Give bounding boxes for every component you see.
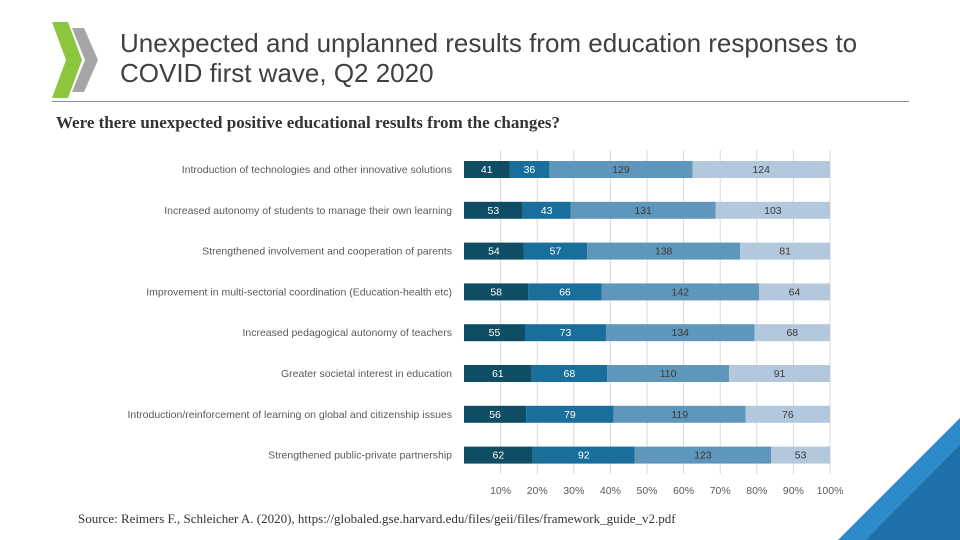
x-tick-label: 100% <box>817 485 844 497</box>
x-tick-label: 10% <box>490 485 511 497</box>
bar-segment <box>528 283 602 301</box>
data-label: 61 <box>492 368 504 380</box>
bar-segment <box>509 161 550 178</box>
bar-segment <box>464 201 523 219</box>
bar-segment <box>729 365 830 382</box>
title-divider <box>52 101 909 102</box>
bar-segment <box>464 161 510 178</box>
data-label: 57 <box>550 246 562 258</box>
data-label: 36 <box>524 164 536 176</box>
logo-chevron-green <box>52 22 82 98</box>
category-label: Improvement in multi-sectorial coordinat… <box>146 286 452 298</box>
bar-segment <box>464 242 524 260</box>
category-label: Greater societal interest in education <box>281 368 452 380</box>
category-label: Increased autonomy of students to manage… <box>164 205 452 217</box>
data-label: 68 <box>786 327 798 339</box>
bar-segment <box>754 324 830 342</box>
category-label: Strengthened involvement and cooperation… <box>202 246 452 258</box>
x-tick-label: 30% <box>563 485 584 497</box>
bar-segment <box>549 161 693 178</box>
data-label: 76 <box>782 409 794 421</box>
x-tick-label: 20% <box>527 485 548 497</box>
category-label: Introduction of technologies and other i… <box>182 164 452 176</box>
data-label: 103 <box>764 205 782 217</box>
x-tick-label: 70% <box>710 485 731 497</box>
bar-segment <box>464 446 533 464</box>
data-label: 62 <box>493 450 505 462</box>
logo-chevron-grey <box>72 28 98 92</box>
page-title-line-1: Unexpected and unplanned results from ed… <box>120 28 858 58</box>
data-label: 58 <box>490 286 502 298</box>
page-title-line-2: COVID first wave, Q2 2020 <box>120 58 434 88</box>
data-label: 92 <box>578 450 590 462</box>
data-label: 55 <box>489 327 501 339</box>
x-tick-label: 50% <box>636 485 657 497</box>
data-label: 142 <box>672 286 690 298</box>
bar-segment <box>715 201 830 219</box>
data-label: 91 <box>774 368 786 380</box>
data-label: 81 <box>779 246 791 258</box>
bar-segment <box>587 242 741 260</box>
oecd-logo-icon <box>52 22 98 98</box>
x-tick-label: 90% <box>783 485 804 497</box>
bar-segment <box>522 201 571 219</box>
bar-segment <box>601 283 760 301</box>
data-label: 131 <box>634 205 652 217</box>
page-title: Unexpected and unplanned results from ed… <box>120 28 940 88</box>
bar-segment <box>759 283 830 301</box>
data-label: 129 <box>612 164 630 176</box>
bar-segment <box>531 365 608 382</box>
bar-segment <box>771 446 830 464</box>
corner-triangle-front <box>866 445 960 540</box>
data-label: 66 <box>559 286 571 298</box>
category-label: Strengthened public-private partnership <box>268 450 452 462</box>
category-label: Introduction/reinforcement of learning o… <box>127 409 452 421</box>
data-label: 41 <box>481 164 493 176</box>
source-note: Source: Reimers F., Schleicher A. (2020)… <box>78 511 676 526</box>
x-tick-label: 40% <box>600 485 621 497</box>
data-label: 138 <box>655 246 673 258</box>
bar-segment <box>745 405 830 423</box>
bar-segment <box>464 283 529 301</box>
bar-segment <box>570 201 716 219</box>
data-label: 79 <box>564 409 576 421</box>
data-label: 119 <box>671 409 688 421</box>
x-tick-label: 80% <box>746 485 767 497</box>
bar-segment <box>605 324 755 342</box>
bar-segment <box>464 405 527 423</box>
data-label: 53 <box>795 450 807 462</box>
bar-segment <box>523 242 588 260</box>
bar-segment <box>464 324 525 342</box>
data-label: 73 <box>560 327 572 339</box>
bar-segment <box>525 324 606 342</box>
data-label: 43 <box>541 205 553 217</box>
category-label: Increased pedagogical autonomy of teache… <box>242 327 452 339</box>
data-label: 54 <box>488 246 500 258</box>
data-label: 123 <box>694 450 712 462</box>
chart-question: Were there unexpected positive education… <box>56 113 560 132</box>
data-label: 64 <box>789 286 801 298</box>
data-label: 110 <box>660 368 677 380</box>
bar-segment <box>740 242 830 260</box>
bar-segment <box>464 365 532 382</box>
data-label: 53 <box>488 205 500 217</box>
bar-segment <box>526 405 614 423</box>
data-label: 56 <box>489 409 501 421</box>
bar-segment <box>692 161 830 178</box>
bar-segment <box>634 446 772 464</box>
data-label: 134 <box>672 327 690 339</box>
bar-segment <box>613 405 746 423</box>
bar-segment <box>532 446 635 464</box>
bar-segment <box>607 365 730 382</box>
data-label: 68 <box>564 368 576 380</box>
x-tick-label: 60% <box>673 485 694 497</box>
data-label: 124 <box>752 164 770 176</box>
